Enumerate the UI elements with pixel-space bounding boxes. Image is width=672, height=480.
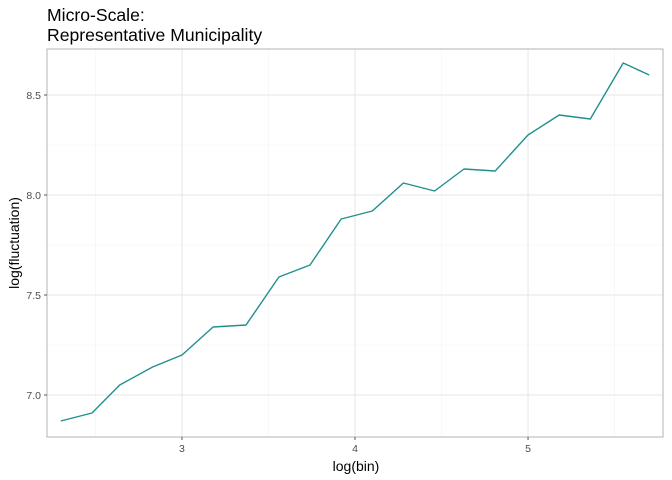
x-axis-ticks: 3 4 5 — [179, 437, 531, 455]
chart-title-line1: Micro-Scale: — [47, 5, 145, 25]
chart-title-line2: Representative Municipality — [47, 25, 262, 45]
y-tick-label: 7.0 — [26, 390, 41, 402]
x-axis-label: log(bin) — [333, 458, 380, 474]
major-gridlines — [47, 49, 663, 437]
y-tick-label: 8.0 — [26, 190, 41, 202]
series-line — [60, 62, 650, 422]
y-tick-label: 8.5 — [26, 90, 41, 102]
x-tick-label: 5 — [525, 443, 531, 455]
x-tick-label: 3 — [179, 443, 185, 455]
y-tick-label: 7.5 — [26, 290, 41, 302]
series-layer — [60, 62, 650, 422]
y-axis-label: log(fluctuation) — [6, 197, 22, 289]
x-tick-label: 4 — [352, 443, 358, 455]
y-axis-ticks: 7.0 7.5 8.0 8.5 — [26, 90, 47, 402]
